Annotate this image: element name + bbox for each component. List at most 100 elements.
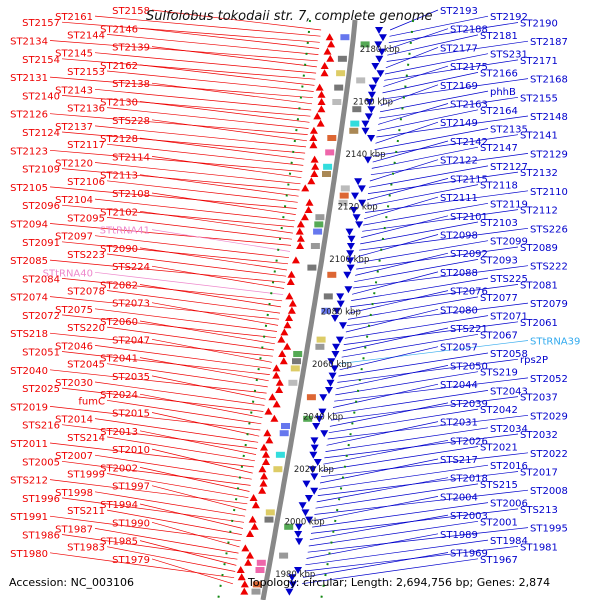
- gene-label-reverse[interactable]: ST2122: [440, 156, 478, 167]
- gene-label-reverse[interactable]: ST2177: [440, 43, 478, 54]
- gene-label-reverse[interactable]: ST2115: [450, 174, 488, 185]
- gene-label-forward[interactable]: ST1985: [100, 537, 138, 548]
- gene-label-forward[interactable]: ST2154: [22, 55, 60, 66]
- gene-label-forward[interactable]: ST2114: [112, 152, 150, 163]
- gene-label-forward[interactable]: STS223: [67, 250, 105, 261]
- gene-label-forward[interactable]: STtRNA41: [100, 226, 150, 237]
- gene-label-reverse[interactable]: ST2001: [480, 517, 518, 528]
- gene-label-reverse[interactable]: rps2P: [520, 355, 548, 366]
- gene-label-reverse[interactable]: ST2098: [440, 231, 478, 242]
- gene-label-reverse[interactable]: ST2149: [440, 118, 478, 129]
- gene-label-forward[interactable]: ST2130: [100, 98, 138, 109]
- gene-label-forward[interactable]: ST2051: [22, 348, 60, 359]
- gene-label-reverse[interactable]: STS231: [490, 50, 528, 61]
- gene-label-forward[interactable]: ST2035: [112, 372, 150, 383]
- gene-label-forward[interactable]: fumC: [78, 396, 105, 407]
- gene-label-forward[interactable]: ST2091: [22, 238, 60, 249]
- gene-label-forward[interactable]: ST1998: [55, 488, 93, 499]
- gene-label-reverse[interactable]: ST2021: [480, 443, 518, 454]
- gene-label-forward[interactable]: STS220: [67, 323, 105, 334]
- gene-label-reverse[interactable]: ST2193: [440, 6, 478, 17]
- gene-label-reverse[interactable]: STS221: [450, 324, 488, 335]
- gene-label-reverse[interactable]: ST2135: [490, 125, 528, 136]
- gene-label-forward[interactable]: ST2134: [10, 37, 48, 48]
- gene-label-reverse[interactable]: ST2110: [530, 187, 568, 198]
- gene-label-reverse[interactable]: ST2057: [440, 343, 478, 354]
- gene-label-forward[interactable]: ST2105: [10, 183, 48, 194]
- gene-label-reverse[interactable]: ST2190: [520, 19, 558, 30]
- gene-label-reverse[interactable]: STS226: [530, 224, 568, 235]
- gene-label-forward[interactable]: ST2030: [55, 378, 93, 389]
- gene-label-forward[interactable]: ST2104: [55, 195, 93, 206]
- gene-label-reverse[interactable]: ST2042: [480, 405, 518, 416]
- gene-label-forward[interactable]: STS211: [67, 506, 105, 517]
- gene-label-reverse[interactable]: ST2004: [440, 492, 478, 503]
- gene-label-reverse[interactable]: STtRNA39: [530, 337, 580, 348]
- gene-label-reverse[interactable]: ST2111: [440, 193, 478, 204]
- gene-label-forward[interactable]: ST2158: [112, 6, 150, 17]
- gene-label-forward[interactable]: ST1999: [67, 470, 105, 481]
- gene-label-reverse[interactable]: ST2076: [450, 287, 488, 298]
- gene-label-forward[interactable]: ST2157: [22, 18, 60, 29]
- gene-label-reverse[interactable]: phhB: [490, 87, 516, 98]
- gene-label-reverse[interactable]: ST2129: [530, 149, 568, 160]
- gene-label-forward[interactable]: ST2015: [112, 409, 150, 420]
- gene-label-forward[interactable]: ST2011: [10, 439, 48, 450]
- gene-label-forward[interactable]: STS214: [67, 433, 105, 444]
- gene-label-forward[interactable]: ST2138: [112, 79, 150, 90]
- gene-label-reverse[interactable]: STS217: [440, 455, 478, 466]
- gene-label-reverse[interactable]: ST2044: [440, 380, 478, 391]
- gene-label-reverse[interactable]: ST2168: [530, 75, 568, 86]
- gene-label-forward[interactable]: STS218: [10, 329, 48, 340]
- gene-label-forward[interactable]: ST2128: [100, 134, 138, 145]
- gene-label-reverse[interactable]: ST2032: [520, 430, 558, 441]
- gene-label-reverse[interactable]: STS222: [530, 262, 568, 273]
- gene-label-reverse[interactable]: ST2022: [530, 449, 568, 460]
- gene-label-reverse[interactable]: ST2192: [490, 12, 528, 23]
- gene-label-forward[interactable]: ST2161: [55, 12, 93, 23]
- gene-label-forward[interactable]: ST2137: [55, 122, 93, 133]
- gene-label-forward[interactable]: ST2108: [112, 189, 150, 200]
- gene-label-reverse[interactable]: ST2169: [440, 81, 478, 92]
- gene-label-forward[interactable]: ST2094: [10, 220, 48, 231]
- gene-label-reverse[interactable]: STS225: [490, 274, 528, 285]
- gene-label-forward[interactable]: ST2109: [22, 165, 60, 176]
- gene-label-forward[interactable]: ST2013: [100, 427, 138, 438]
- gene-label-forward[interactable]: ST2090: [100, 244, 138, 255]
- gene-label-forward[interactable]: ST2153: [67, 67, 105, 78]
- gene-label-forward[interactable]: ST1979: [112, 555, 150, 566]
- gene-label-reverse[interactable]: ST2187: [530, 37, 568, 48]
- gene-label-forward[interactable]: ST1996: [22, 494, 60, 505]
- gene-label-forward[interactable]: ST2010: [112, 445, 150, 456]
- gene-label-forward[interactable]: ST1987: [55, 524, 93, 535]
- gene-label-forward[interactable]: ST2120: [55, 159, 93, 170]
- gene-label-forward[interactable]: ST2075: [55, 305, 93, 316]
- gene-label-forward[interactable]: ST1980: [10, 549, 48, 560]
- gene-label-reverse[interactable]: ST2141: [520, 131, 558, 142]
- gene-label-forward[interactable]: ST2002: [100, 463, 138, 474]
- gene-label-reverse[interactable]: ST2088: [440, 268, 478, 279]
- gene-label-forward[interactable]: ST2106: [67, 177, 105, 188]
- gene-label-reverse[interactable]: ST2155: [520, 93, 558, 104]
- gene-label-forward[interactable]: ST2144: [67, 30, 105, 41]
- gene-label-forward[interactable]: ST2045: [67, 360, 105, 371]
- gene-label-reverse[interactable]: ST1969: [450, 549, 488, 560]
- gene-label-reverse[interactable]: ST2077: [480, 293, 518, 304]
- gene-label-forward[interactable]: ST1983: [67, 543, 105, 554]
- gene-label-reverse[interactable]: ST2099: [490, 237, 528, 248]
- gene-label-reverse[interactable]: ST2132: [520, 168, 558, 179]
- gene-label-reverse[interactable]: ST1984: [490, 536, 528, 547]
- gene-label-reverse[interactable]: ST1981: [520, 542, 558, 553]
- gene-label-reverse[interactable]: ST1967: [480, 555, 518, 566]
- gene-label-reverse[interactable]: ST2171: [520, 56, 558, 67]
- gene-label-reverse[interactable]: ST2119: [490, 199, 528, 210]
- gene-label-forward[interactable]: ST2040: [10, 366, 48, 377]
- gene-label-forward[interactable]: ST2126: [10, 110, 48, 121]
- gene-label-reverse[interactable]: ST2142: [450, 137, 488, 148]
- gene-label-reverse[interactable]: ST2148: [530, 112, 568, 123]
- gene-label-reverse[interactable]: ST2101: [450, 212, 488, 223]
- gene-label-forward[interactable]: ST2146: [100, 24, 138, 35]
- gene-label-reverse[interactable]: ST2017: [520, 468, 558, 479]
- gene-label-forward[interactable]: ST1990: [112, 518, 150, 529]
